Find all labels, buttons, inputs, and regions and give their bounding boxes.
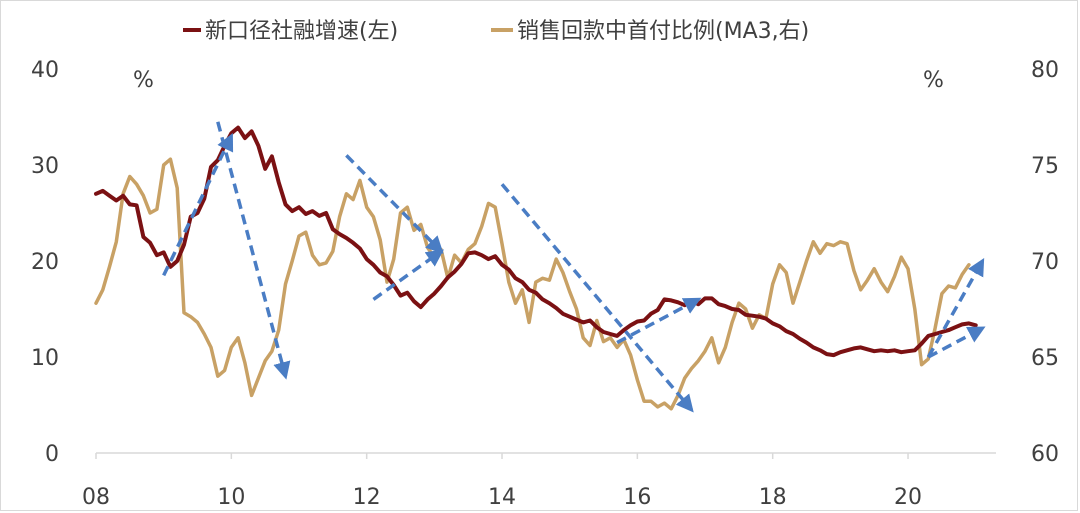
x-axis: 08 10 12 14 16 18 20 bbox=[82, 453, 922, 510]
right-axis-unit: % bbox=[923, 68, 944, 93]
left-tick-label: 0 bbox=[45, 442, 59, 467]
left-axis-unit: % bbox=[133, 68, 154, 93]
right-tick-label: 75 bbox=[1031, 154, 1059, 179]
trend-arrow bbox=[500, 183, 694, 413]
right-axis: 60 65 70 75 80 bbox=[1031, 58, 1059, 467]
series-line-down-payment bbox=[94, 157, 971, 411]
trend-arrows bbox=[162, 121, 986, 413]
series-line-social-financing bbox=[94, 125, 978, 358]
trend-arrow bbox=[345, 154, 444, 254]
right-tick-label: 70 bbox=[1031, 250, 1059, 275]
x-tick-label: 20 bbox=[894, 485, 922, 510]
trend-arrow bbox=[372, 249, 444, 301]
x-tick-label: 10 bbox=[217, 485, 245, 510]
series-layer bbox=[94, 125, 978, 411]
left-tick-label: 30 bbox=[31, 154, 59, 179]
x-tick-label: 12 bbox=[353, 485, 381, 510]
trend-arrow bbox=[926, 257, 985, 358]
x-tick-label: 16 bbox=[623, 485, 651, 510]
x-tick-label: 18 bbox=[759, 485, 787, 510]
left-tick-label: 40 bbox=[31, 58, 59, 83]
right-tick-label: 80 bbox=[1031, 58, 1059, 83]
trend-arrow bbox=[162, 133, 234, 277]
trend-arrow bbox=[927, 326, 986, 359]
right-tick-label: 65 bbox=[1031, 346, 1059, 371]
x-tick-label: 14 bbox=[488, 485, 516, 510]
legend-label-down-payment: 销售回款中首付比例(MA3,右) bbox=[517, 19, 809, 44]
left-tick-label: 20 bbox=[31, 250, 59, 275]
trend-arrow bbox=[216, 121, 291, 380]
left-tick-label: 10 bbox=[31, 346, 59, 371]
left-axis: 0 10 20 30 40 bbox=[31, 58, 59, 467]
legend-label-social-financing: 新口径社融增速(左) bbox=[205, 19, 398, 44]
x-tick-label: 08 bbox=[82, 485, 110, 510]
right-tick-label: 60 bbox=[1031, 442, 1059, 467]
legend: 新口径社融增速(左) 销售回款中首付比例(MA3,右) bbox=[183, 19, 809, 44]
